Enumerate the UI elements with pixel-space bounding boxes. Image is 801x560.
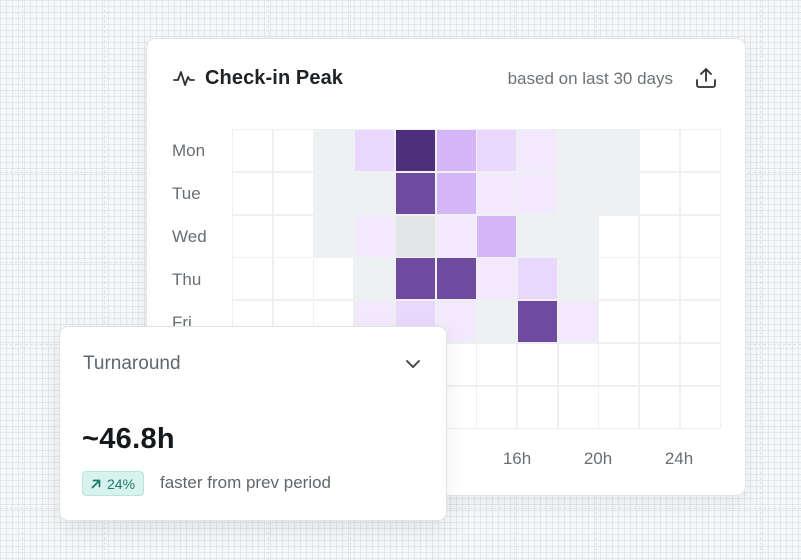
heatmap-cell xyxy=(598,385,640,429)
heatmap-cell xyxy=(272,171,314,215)
day-label-mon: Mon xyxy=(172,141,206,160)
heatmap-cell xyxy=(354,129,396,172)
heatmap-cell xyxy=(435,129,477,172)
turnaround-card: Turnaround ~46.8h 24% faster from prev p… xyxy=(59,326,447,521)
heatmap-cell xyxy=(679,385,721,429)
arrow-up-right-icon xyxy=(91,479,101,488)
heatmap-cell xyxy=(435,214,477,258)
heatmap-cell xyxy=(557,129,599,172)
heatmap-cell xyxy=(557,214,599,258)
heatmap-cell xyxy=(557,300,599,344)
heatmap-cell xyxy=(598,300,640,344)
heatmap-cell xyxy=(639,129,680,172)
heatmap-cell xyxy=(272,257,314,301)
heatmap-cell xyxy=(476,129,518,172)
heatmap-cell xyxy=(313,257,355,301)
heatmap-cell xyxy=(516,257,558,301)
day-label-thu: Thu xyxy=(172,270,202,289)
activity-pulse-icon xyxy=(173,71,195,86)
heatmap-cell xyxy=(313,129,355,172)
heatmap-cell xyxy=(476,214,518,258)
heatmap-cell xyxy=(313,171,355,215)
hour-tick-20h: 20h xyxy=(583,449,613,468)
chevron-down-icon xyxy=(406,360,420,368)
heatmap-cell xyxy=(476,257,518,301)
heatmap-cell xyxy=(598,214,640,258)
heatmap-cell xyxy=(516,343,558,386)
heatmap-cell xyxy=(476,171,518,215)
change-note: faster from prev period xyxy=(160,473,332,492)
heatmap-cell xyxy=(516,129,558,172)
heatmap-cell xyxy=(557,257,599,301)
heatmap-cell xyxy=(354,171,396,215)
heatmap-cell xyxy=(598,129,640,172)
heatmap-cell xyxy=(679,300,721,344)
heatmap-cell xyxy=(516,300,558,344)
heatmap-cell xyxy=(272,129,314,172)
heatmap-cell xyxy=(639,257,680,301)
change-badge-value: 24% xyxy=(107,475,136,492)
heatmap-cell xyxy=(679,343,721,386)
heatmap-cell xyxy=(516,171,558,215)
heatmap-cell xyxy=(394,214,436,258)
heatmap-cell xyxy=(354,214,396,258)
heatmap-cell xyxy=(476,300,518,344)
card-header: Check-in Peak based on last 30 days xyxy=(147,39,745,119)
heatmap-cell xyxy=(557,171,599,215)
heatmap-cell xyxy=(476,385,518,429)
heatmap-cell xyxy=(557,343,599,386)
day-label-wed: Wed xyxy=(172,227,207,246)
heatmap-cell xyxy=(639,214,680,258)
heatmap-cell xyxy=(679,257,721,301)
heatmap-cell xyxy=(435,257,477,301)
heatmap-cell xyxy=(639,385,680,429)
heatmap-cell xyxy=(232,129,273,172)
heatmap-cell xyxy=(272,214,314,258)
card-subtitle: based on last 30 days xyxy=(507,69,673,88)
heatmap-cell xyxy=(598,257,640,301)
hour-tick-24h: 24h xyxy=(664,449,694,468)
change-badge: 24% xyxy=(82,471,145,496)
heatmap-cell xyxy=(394,171,436,215)
heatmap-cell xyxy=(394,129,436,172)
day-label-tue: Tue xyxy=(172,184,201,203)
heatmap-cell xyxy=(639,171,680,215)
heatmap-cell xyxy=(557,385,599,429)
heatmap-cell xyxy=(598,171,640,215)
card-title: Check-in Peak xyxy=(205,67,344,89)
checkin-peak-card: Check-in Peak based on last 30 days Mon … xyxy=(146,38,746,496)
heatmap-cell xyxy=(476,343,518,386)
hour-tick-16h: 16h xyxy=(502,449,532,468)
turnaround-dropdown-toggle[interactable] xyxy=(402,353,424,375)
upload-export-icon xyxy=(696,68,716,88)
heatmap-cell xyxy=(435,171,477,215)
heatmap-cell xyxy=(639,300,680,344)
heatmap-cell xyxy=(598,343,640,386)
heatmap-cell xyxy=(232,171,273,215)
heatmap-cell xyxy=(313,214,355,258)
heatmap-cell xyxy=(232,257,273,301)
turnaround-title: Turnaround xyxy=(83,353,181,374)
turnaround-value: ~46.8h xyxy=(82,423,175,455)
heatmap-cell xyxy=(516,385,558,429)
heatmap-cell xyxy=(232,214,273,258)
heatmap-cell xyxy=(394,257,436,301)
heatmap-cell xyxy=(354,257,396,301)
heatmap-cell xyxy=(516,214,558,258)
heatmap-cell xyxy=(679,129,721,172)
heatmap-cell xyxy=(679,171,721,215)
heatmap-cell xyxy=(639,343,680,386)
export-button[interactable] xyxy=(693,65,719,91)
heatmap-cell xyxy=(679,214,721,258)
